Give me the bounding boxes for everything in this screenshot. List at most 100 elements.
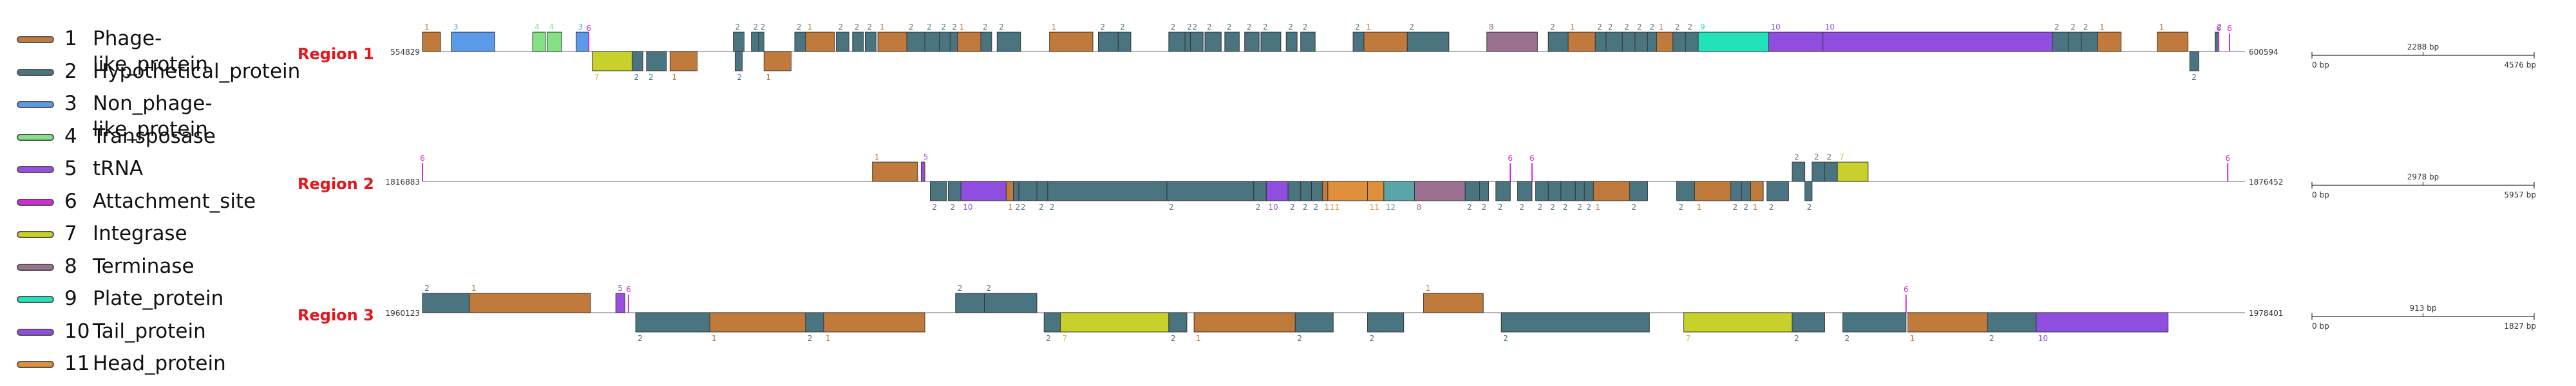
gene-type-label: 2	[909, 23, 914, 32]
gene-box	[2036, 312, 2169, 333]
gene-type-label: 2	[737, 73, 742, 82]
gene-type-label: 2	[932, 203, 937, 212]
gene-box	[1265, 181, 1289, 201]
gene-type-label: 2	[1498, 203, 1503, 212]
region-start-coordinate: 554829	[390, 48, 420, 57]
gene-box	[1287, 181, 1302, 201]
gene-box	[1253, 181, 1267, 201]
gene-box	[1766, 181, 1789, 201]
gene-type-label: 6	[2225, 154, 2230, 163]
gene-box	[996, 32, 1021, 52]
gene-box	[1018, 181, 1037, 201]
gene-box	[669, 51, 698, 71]
gene-type-label: 2	[999, 23, 1004, 32]
gene-type-label: 1	[712, 334, 717, 343]
gene-type-label: 2	[1794, 334, 1799, 343]
gene-type-label: 2	[1649, 23, 1654, 32]
gene-box	[1193, 312, 1296, 333]
gene-type-label: 6	[1904, 285, 1909, 294]
gene-box	[1321, 181, 1329, 201]
gene-type-label: 2	[1537, 203, 1542, 212]
gene-box	[1414, 181, 1466, 201]
gene-box	[872, 161, 918, 182]
gene-type-label: 2	[1303, 203, 1308, 212]
gene-type-label: 2	[1503, 334, 1508, 343]
gene-type-label: 2	[838, 23, 844, 32]
legend-item: 8 Terminase	[13, 253, 232, 286]
gene-type-label: 1	[1196, 334, 1201, 343]
gene-type-label: 2	[1207, 23, 1212, 32]
gene-box	[1300, 181, 1312, 201]
gene-type-label: 2	[958, 284, 963, 293]
gene-box	[615, 293, 625, 313]
gene-type-label: 2	[1046, 334, 1051, 343]
gene-box	[1908, 312, 1988, 333]
gene-box	[960, 181, 1007, 201]
legend-swatch	[17, 101, 54, 108]
gene-type-label: 2	[1675, 23, 1680, 32]
gene-box	[920, 161, 925, 182]
region-start-coordinate: 1960123	[386, 309, 420, 318]
legend-number: 1	[64, 27, 77, 50]
gene-box	[422, 32, 441, 52]
gene-type-label: 1	[826, 334, 831, 343]
legend-swatch	[17, 198, 54, 206]
gene-type-label: 1	[1570, 23, 1575, 32]
legend-label: Phage-like_protein	[93, 27, 208, 76]
gene-box	[1685, 32, 1699, 52]
gene-type-label: 2	[735, 23, 741, 32]
gene-type-label: 2	[1586, 203, 1591, 212]
scale-bar-mid-label: 2978 bp	[2407, 172, 2439, 181]
gene-box	[1605, 32, 1623, 52]
gene-type-label: 2	[1550, 23, 1555, 32]
gene-box	[576, 32, 589, 52]
gene-type-label: 2	[1608, 23, 1613, 32]
gene-box	[1634, 32, 1648, 52]
gene-type-label: 6	[586, 24, 591, 33]
gene-box	[1824, 161, 1838, 182]
region-end-coordinate: 600594	[2249, 48, 2278, 57]
gene-type-label: 4	[535, 23, 540, 32]
gene-box	[1656, 32, 1674, 52]
gene-box	[1560, 181, 1576, 201]
gene-type-label: 2	[1563, 203, 1568, 212]
legend-item: 7 Integrase	[13, 221, 232, 253]
legend-label: Head_protein	[93, 352, 226, 375]
gene-box	[592, 51, 632, 71]
gene-box	[1204, 32, 1222, 52]
gene-box	[1285, 32, 1298, 52]
gene-type-label: 2	[1409, 23, 1414, 32]
gene-box	[1383, 181, 1415, 201]
gene-box	[1548, 32, 1569, 52]
gene-box	[734, 51, 743, 71]
gene-type-label: 7	[1686, 334, 1691, 343]
gene-box	[1036, 181, 1048, 201]
legend-item: 2 Hypothetical_protein	[13, 59, 300, 91]
gene-box	[1593, 181, 1630, 201]
gene-box	[1406, 32, 1450, 52]
gene-type-label: 2	[1171, 23, 1176, 32]
gene-type-label: 2	[1100, 23, 1105, 32]
gene-box	[763, 51, 791, 71]
gene-type-label: 6	[420, 154, 425, 163]
gene-box	[1327, 181, 1368, 201]
legend-item: 3 Non_phage-like_protein	[13, 91, 232, 141]
gene-type-label: 2	[2192, 73, 2197, 82]
gene-type-label: 1	[2159, 23, 2164, 32]
gene-type-label: 1	[1752, 203, 1757, 212]
gene-box	[758, 32, 764, 52]
gene-type-label: 11	[1370, 203, 1379, 212]
gene-type-label: 5	[923, 152, 928, 161]
legend-item: 1 Phage-like_protein	[13, 26, 232, 76]
gene-type-label: 3	[578, 23, 583, 32]
gene-type-label: 2	[424, 284, 430, 293]
gene-box	[1535, 181, 1549, 201]
gene-box	[1575, 181, 1585, 201]
gene-type-label: 6	[2227, 24, 2232, 33]
gene-type-label: 1	[1910, 334, 1915, 343]
gene-type-label: 8	[1416, 203, 1421, 212]
gene-box	[2189, 51, 2199, 71]
gene-type-label: 1	[1008, 203, 1013, 212]
